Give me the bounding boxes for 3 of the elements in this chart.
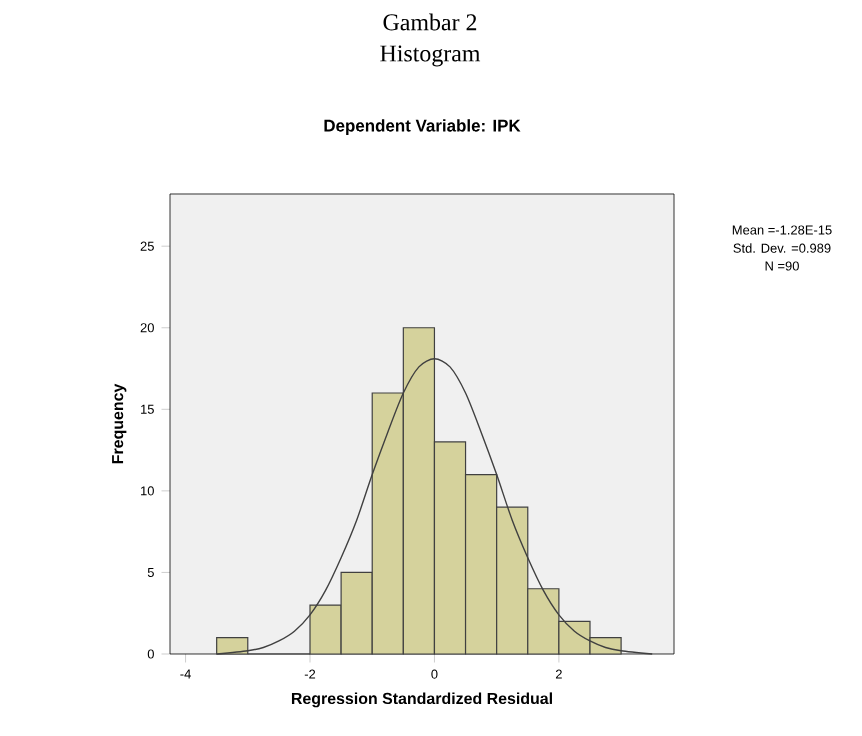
text: Gambar 2: [383, 13, 477, 31]
text: Histogram: [380, 45, 481, 67]
chart-title: Dependent Variable: IPK: [324, 119, 521, 135]
